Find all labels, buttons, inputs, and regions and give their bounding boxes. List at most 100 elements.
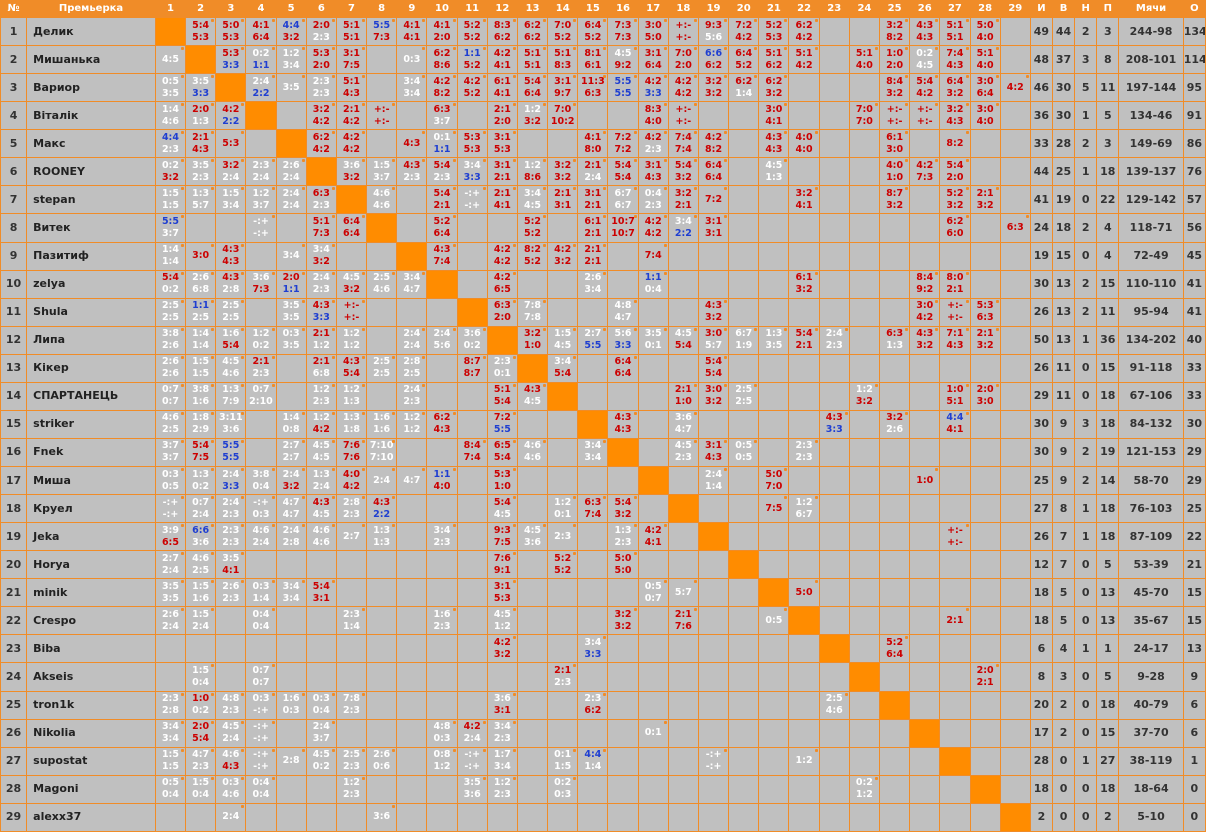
row-number: 20 — [0, 550, 28, 580]
player-name[interactable]: Akseis — [26, 662, 156, 692]
player-name[interactable]: alexx37 — [26, 802, 156, 832]
score-text: 7:3 — [916, 171, 934, 183]
note-marker — [724, 383, 728, 387]
player-name[interactable]: tron1k — [26, 690, 156, 720]
score-text: 3:6 — [222, 424, 240, 436]
score-text: -:+ — [705, 761, 722, 773]
diagonal-cell — [215, 73, 247, 103]
result-cell — [848, 213, 881, 243]
player-name[interactable]: Fnek — [26, 437, 156, 468]
result-cell — [878, 774, 911, 804]
result-cell: 2:3 2:3 — [305, 73, 337, 103]
score-text: 1:8 — [192, 412, 210, 424]
score-text: 3:8 — [161, 328, 179, 340]
player-name[interactable]: Кікер — [26, 353, 156, 383]
score-text: 6:2 — [524, 31, 542, 43]
score-text: 5:2 — [584, 31, 602, 43]
score-text: 5:2 — [554, 552, 572, 564]
player-name[interactable]: Magoni — [26, 774, 156, 804]
player-name[interactable]: Пазитиф — [26, 241, 156, 271]
score-text: 9:7 — [554, 87, 572, 99]
score-text: 4:7 — [614, 312, 632, 324]
note-marker — [271, 524, 275, 528]
result-cell: 2:0 1:1 — [275, 269, 307, 299]
table-row: 13 Кікер 2:6 2:6 1:5 1:5 4:5 4:6 2:1 2:3 2:1 6:8 4:3… — [0, 353, 1206, 383]
result-cell — [999, 437, 1031, 468]
result-cell: 2:1 1:0 — [667, 381, 699, 411]
note-marker — [512, 468, 516, 471]
stat-losses: 5 — [1096, 101, 1120, 131]
player-name[interactable]: СПАРТАНЕЦЬ — [26, 381, 156, 411]
stat-games: 2 — [1029, 802, 1053, 832]
result-cell — [758, 297, 790, 327]
player-name[interactable]: Делик — [26, 16, 156, 47]
player-name[interactable]: stepan — [26, 185, 156, 215]
result-cell — [547, 213, 579, 243]
score-text: 5:2 — [735, 59, 753, 71]
score-text: 3:2 — [705, 87, 723, 99]
result-cell — [788, 690, 820, 720]
result-cell — [275, 718, 307, 748]
player-name[interactable]: Липа — [26, 325, 156, 355]
result-cell — [275, 213, 307, 243]
score-text: 2:1 — [342, 103, 360, 115]
player-name[interactable]: Shula — [26, 297, 156, 327]
player-name[interactable]: Horya — [26, 550, 156, 580]
score-text: 6:4 — [976, 87, 994, 99]
result-cell: 5:4 5:4 — [607, 157, 639, 187]
note-marker — [603, 439, 607, 443]
player-name[interactable]: Вариор — [26, 73, 156, 103]
note-marker — [331, 411, 335, 415]
player-name[interactable]: Миша — [26, 465, 156, 496]
score-text: 4:3 — [222, 256, 240, 268]
player-name[interactable]: Витек — [26, 213, 156, 243]
stat-games: 30 — [1029, 409, 1053, 439]
stat-points: 22 — [1182, 522, 1206, 552]
player-name[interactable]: Мишанька — [26, 45, 156, 75]
row-number: 27 — [0, 746, 28, 776]
result-cell: 5:3 2:0 — [305, 45, 337, 75]
player-name[interactable]: supostat — [26, 746, 156, 776]
result-cell: 1:1 0:4 — [637, 269, 669, 299]
score-text: 1:2 — [524, 103, 542, 115]
player-name[interactable]: Nikolia — [26, 718, 156, 748]
player-name[interactable]: Макс — [26, 129, 156, 159]
score-text: 3:1 — [705, 215, 723, 227]
result-cell: 2:4 3:2 — [275, 465, 307, 496]
score-text: 4:2 — [433, 75, 451, 87]
result-cell: 5:1 5:1 — [335, 16, 368, 47]
note-marker — [512, 47, 516, 51]
score-text: 0:2 — [161, 159, 179, 171]
player-name[interactable]: Crespo — [26, 606, 156, 636]
score-text: 7:9 — [222, 396, 240, 408]
player-name[interactable]: ROONEY — [26, 157, 156, 187]
score-text: 1:2 — [312, 412, 330, 424]
score-text: -:+ — [464, 199, 481, 211]
note-marker — [241, 327, 245, 331]
player-name[interactable]: Віталік — [26, 101, 156, 131]
result-cell: 3:6 0:2 — [456, 325, 488, 355]
note-marker — [301, 19, 305, 22]
note-marker — [965, 271, 969, 275]
player-name[interactable]: Biba — [26, 634, 156, 664]
player-name[interactable]: Круел — [26, 494, 156, 524]
player-name[interactable]: Jeka — [26, 522, 156, 552]
score-text: 4:2 — [493, 244, 511, 256]
result-cell: 5:4 3:2 — [607, 494, 639, 524]
score-text: 0:3 — [282, 705, 300, 717]
score-text: 4:2 — [342, 131, 360, 143]
score-text: 4:2 — [705, 131, 723, 143]
player-name[interactable]: zelya — [26, 269, 156, 299]
result-cell: 2:1 2:1 — [577, 241, 609, 271]
note-marker — [814, 580, 818, 584]
note-marker — [935, 271, 939, 275]
note-marker — [181, 131, 185, 135]
player-name[interactable]: striker — [26, 409, 156, 439]
row-number: 12 — [0, 325, 28, 355]
result-cell — [516, 409, 549, 439]
result-cell — [758, 269, 790, 299]
result-cell: 8:4 9:2 — [909, 269, 941, 299]
result-cell: 1:3 1:8 — [335, 409, 368, 439]
player-name[interactable]: minik — [26, 578, 156, 608]
note-marker — [663, 75, 667, 79]
